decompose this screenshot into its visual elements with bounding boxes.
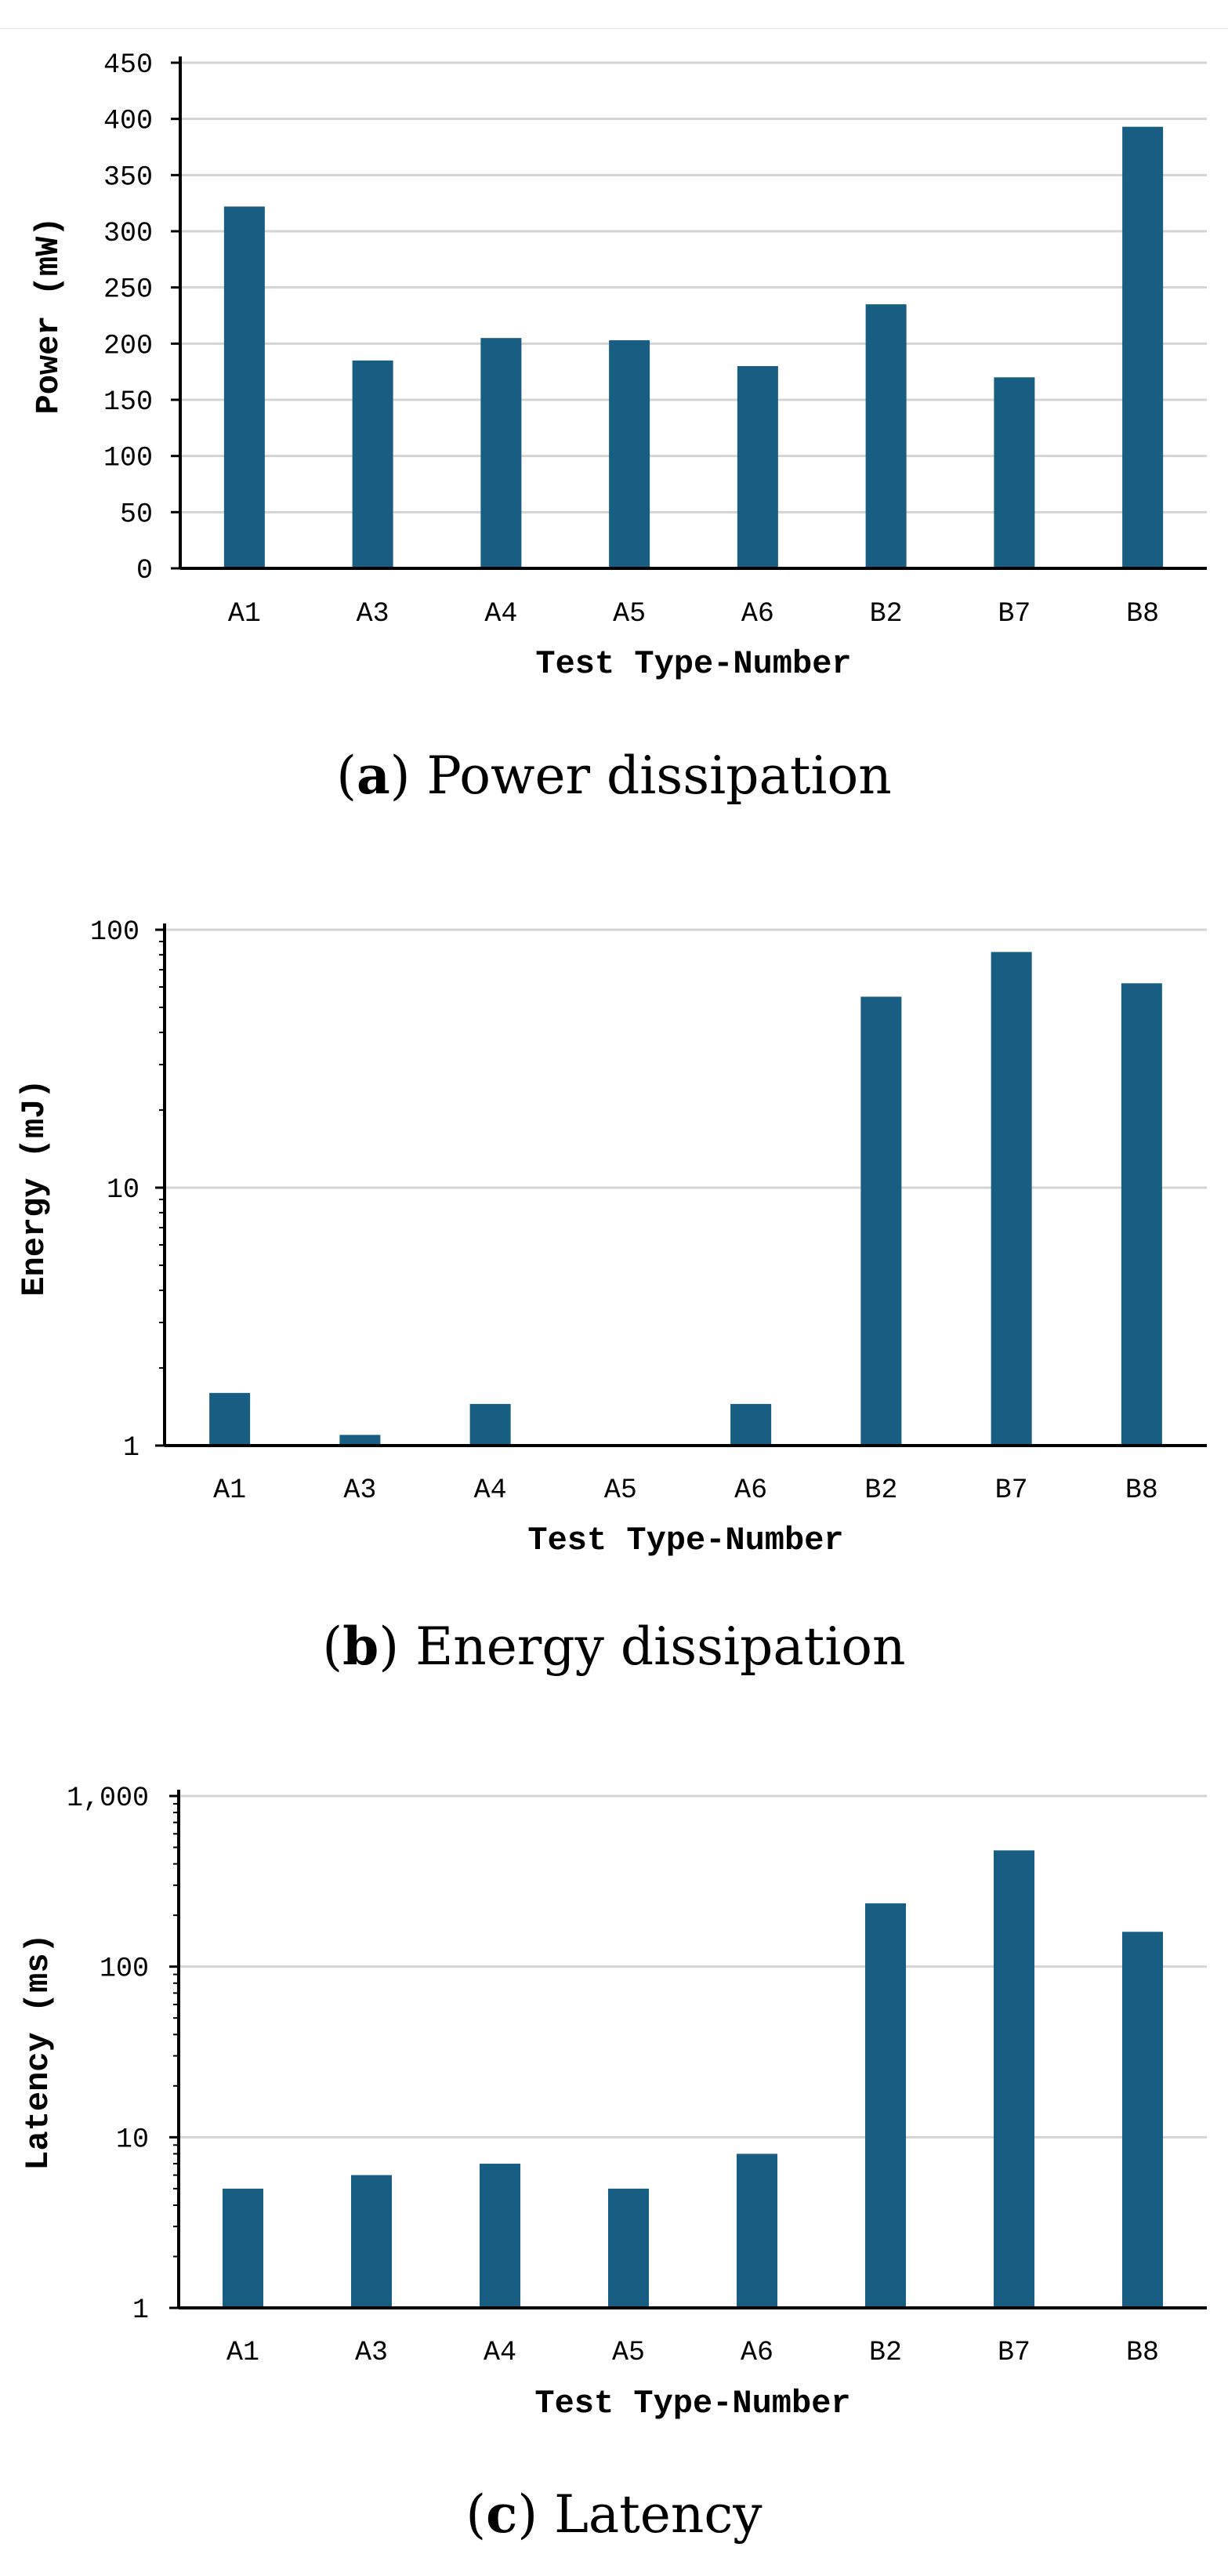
bar-b2 bbox=[865, 1903, 906, 2308]
x-tick-label: B8 bbox=[1126, 598, 1159, 629]
bar-a3 bbox=[339, 1435, 381, 1446]
x-tick-label: A5 bbox=[613, 598, 646, 629]
y-tick-label: 400 bbox=[103, 106, 153, 137]
bar-a3 bbox=[351, 2175, 392, 2308]
x-tick-label: A1 bbox=[226, 2337, 259, 2368]
bar-b7 bbox=[991, 952, 1032, 1446]
y-tick-label: 1 bbox=[123, 1432, 139, 1464]
x-tick-label: A6 bbox=[741, 2337, 773, 2368]
y-tick-label: 1,000 bbox=[67, 1783, 149, 1814]
x-tick-label: B7 bbox=[995, 1475, 1028, 1506]
y-tick-label: 100 bbox=[100, 1954, 149, 1985]
y-tick-label: 100 bbox=[103, 443, 153, 474]
x-tick-label: A1 bbox=[213, 1475, 246, 1506]
bar-a1 bbox=[223, 2188, 263, 2308]
y-tick-label: 200 bbox=[103, 330, 153, 361]
bar-a6 bbox=[737, 2153, 777, 2308]
caption-a: (a) Power dissipation bbox=[336, 745, 892, 806]
y-tick-label: 450 bbox=[103, 49, 153, 81]
x-tick-label: A4 bbox=[484, 598, 517, 629]
y-tick-label: 0 bbox=[136, 555, 153, 586]
y-tick-label: 350 bbox=[103, 161, 153, 193]
y-tick-label: 50 bbox=[120, 499, 153, 530]
power-chart: 0 50 100 150 200 250 300 350 400 450 A1 A3 A4 A5 A6 B2 B… bbox=[30, 49, 1207, 683]
bar-a1 bbox=[223, 206, 265, 568]
bar-a5 bbox=[609, 340, 650, 568]
y-tick-label: 150 bbox=[103, 386, 153, 418]
x-tick-label: A6 bbox=[734, 1475, 767, 1506]
x-tick-label: B8 bbox=[1125, 1475, 1158, 1506]
bar-a5 bbox=[608, 2188, 649, 2308]
x-tick-label: A1 bbox=[228, 598, 261, 629]
x-tick-label: A6 bbox=[741, 598, 774, 629]
bar-a4 bbox=[480, 2164, 520, 2308]
y-tick-label: 10 bbox=[107, 1174, 139, 1206]
x-axis-title: Test Type-Number bbox=[534, 2385, 850, 2422]
y-tick-label: 100 bbox=[90, 916, 139, 948]
x-tick-label: B2 bbox=[869, 2337, 902, 2368]
energy-chart: 1 10 100 A1 A3 A4 A5 A6 B2 B7 B8 Test Type-Number En… bbox=[16, 916, 1207, 1559]
y-axis-title: Latency (ms) bbox=[20, 1933, 57, 2170]
x-tick-label: B2 bbox=[864, 1475, 897, 1506]
top-divider bbox=[0, 28, 1228, 29]
caption-b: (b) Energy dissipation bbox=[322, 1616, 906, 1677]
latency-chart: 1 10 100 1,000 A1 A3 A4 A5 A6 B2 B7 B8 Test Type-Num… bbox=[20, 1783, 1207, 2422]
x-axis-title: Test Type-Number bbox=[535, 645, 851, 683]
bar-a4 bbox=[469, 1403, 511, 1446]
x-tick-label: A5 bbox=[612, 2337, 645, 2368]
bar-b8 bbox=[1121, 983, 1162, 1446]
bar-b7 bbox=[994, 377, 1035, 568]
x-tick-label: A4 bbox=[474, 1475, 507, 1506]
y-tick-label: 300 bbox=[103, 218, 153, 249]
bar-b2 bbox=[860, 996, 902, 1446]
x-tick-label: B8 bbox=[1126, 2337, 1159, 2368]
x-tick-label: A5 bbox=[604, 1475, 637, 1506]
x-tick-label: B7 bbox=[998, 598, 1031, 629]
x-tick-label: B2 bbox=[870, 598, 903, 629]
bar-b2 bbox=[865, 304, 907, 568]
y-axis-title: Energy (mJ) bbox=[16, 1079, 53, 1296]
y-tick-label: 1 bbox=[132, 2295, 149, 2326]
bar-b8 bbox=[1122, 1932, 1163, 2308]
x-tick-label: B7 bbox=[998, 2337, 1031, 2368]
x-axis-title: Test Type-Number bbox=[527, 1522, 843, 1559]
bar-b7 bbox=[994, 1850, 1034, 2308]
bar-a3 bbox=[352, 360, 393, 568]
y-tick-label: 10 bbox=[116, 2124, 149, 2155]
bar-a4 bbox=[480, 338, 522, 568]
bar-a1 bbox=[209, 1392, 251, 1446]
y-axis-title: Power (mW) bbox=[30, 216, 67, 414]
bar-a6 bbox=[737, 366, 778, 568]
caption-c: (c) Latency bbox=[465, 2483, 763, 2545]
bar-b8 bbox=[1122, 126, 1164, 568]
x-tick-label: A4 bbox=[484, 2337, 516, 2368]
x-tick-label: A3 bbox=[355, 2337, 388, 2368]
x-tick-label: A3 bbox=[357, 598, 389, 629]
y-tick-label: 250 bbox=[103, 274, 153, 306]
x-tick-label: A3 bbox=[343, 1475, 376, 1506]
bar-a6 bbox=[730, 1403, 772, 1446]
